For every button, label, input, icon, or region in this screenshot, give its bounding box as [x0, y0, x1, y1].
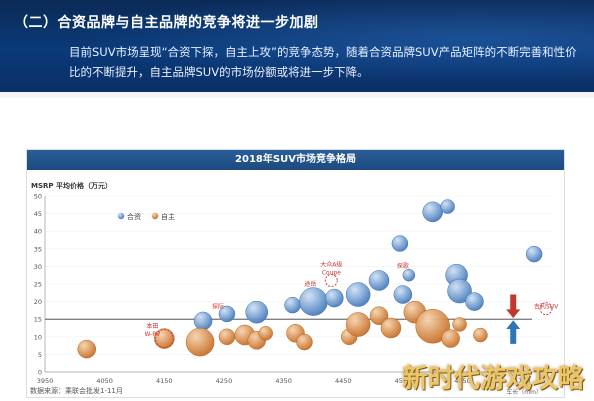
local-bubble — [369, 306, 389, 325]
legend-label: 自主 — [161, 212, 175, 221]
jv-bubble — [393, 285, 413, 304]
local-bubble — [185, 327, 215, 357]
y-tick-label: 45 — [34, 210, 42, 218]
y-tick-label: 0 — [38, 369, 42, 377]
watermark: 新时代游戏攻略 — [401, 364, 584, 394]
slide-title: （二）合资品牌与自主品牌的竞争将进一步加剧 — [14, 15, 319, 31]
x-tick-label: 4250 — [216, 377, 233, 385]
y-tick-label: 10 — [34, 333, 42, 341]
divider — [0, 92, 594, 98]
local-bubble — [415, 308, 450, 344]
jv-bubble — [440, 199, 455, 214]
slide-header — [0, 0, 594, 92]
legend-marker — [151, 212, 159, 220]
local-bubble — [473, 327, 488, 343]
x-tick-label: 4150 — [156, 377, 173, 385]
y-tick-label: 30 — [34, 263, 42, 271]
target-circle — [154, 329, 174, 349]
jv-bubble — [447, 278, 472, 304]
local-bubble — [77, 339, 97, 359]
jv-bubble — [391, 235, 409, 252]
jv-bubble — [325, 288, 344, 308]
jv-bubble — [402, 268, 416, 282]
chart-title: 2018年SUV市场竞争格局 — [27, 150, 564, 170]
annotation-label: 探际 — [212, 303, 224, 311]
y-tick-label: 25 — [34, 281, 42, 289]
annotation-label: 本田 — [146, 322, 158, 330]
annotation-label: 探歌 — [397, 262, 409, 270]
jv-bubble — [525, 245, 543, 263]
x-tick-label: 4550 — [395, 377, 412, 385]
local-bubble — [345, 312, 371, 337]
local-bubble — [380, 317, 402, 339]
local-bubble — [452, 317, 467, 332]
y-tick-label: 15 — [34, 316, 42, 324]
local-bubble — [218, 328, 236, 346]
x-tick-label: 4450 — [335, 377, 352, 385]
y-tick-label: 40 — [34, 228, 42, 236]
target-circle — [539, 302, 553, 316]
x-tick-label: 3950 — [37, 377, 54, 385]
target-circle — [324, 274, 338, 287]
y-tick-label: 5 — [38, 351, 42, 359]
jv-bubble — [299, 287, 328, 316]
jv-bubble — [245, 300, 268, 324]
annotation-label: 吉利SUV — [534, 303, 559, 311]
slide-paragraph: 目前SUV市场呈现“合资下探，自主上攻”的竞争态势，随着合资品牌SUV产品矩阵的… — [69, 45, 577, 79]
jv-bubble — [284, 296, 301, 314]
annotation-label: Coupe — [322, 269, 341, 276]
legend-marker — [117, 212, 125, 220]
down-arrow — [506, 294, 521, 319]
y-tick-label: 20 — [34, 298, 42, 306]
local-bubble — [441, 329, 460, 348]
up-arrow — [506, 320, 521, 344]
x-tick-label: 4650 — [454, 377, 471, 385]
jv-bubble — [368, 270, 390, 291]
jv-bubble — [465, 292, 484, 311]
x-axis-label: 车长（mm） — [506, 388, 542, 396]
annotation-label: W-RV — [144, 331, 161, 338]
x-tick-label: 4350 — [275, 377, 292, 385]
jv-bubble — [193, 311, 213, 331]
legend-label: 合资 — [127, 212, 141, 221]
local-bubble — [258, 326, 273, 341]
jv-bubble — [345, 282, 371, 307]
y-axis-label: MSRP 平均价格（万元） — [31, 181, 112, 190]
x-tick-label: 4750 — [514, 377, 531, 385]
jv-bubble — [218, 305, 236, 323]
chart-panel: 2018年SUV市场竞争格局 MSRP 平均价格（万元） 0 5 10 15 20 25 30… — [26, 149, 565, 398]
local-bubble — [154, 328, 175, 349]
local-bubble — [296, 333, 313, 351]
annotation-label: 途岳 — [304, 280, 316, 288]
data-source: 数据来源：乘联会批发1-11月 — [30, 387, 123, 395]
x-tick-label: 4050 — [96, 377, 113, 385]
y-tick-label: 50 — [34, 193, 42, 201]
annotation-label: 大众A级 — [320, 260, 342, 268]
jv-bubble — [422, 201, 443, 223]
y-tick-label: 35 — [34, 245, 42, 253]
